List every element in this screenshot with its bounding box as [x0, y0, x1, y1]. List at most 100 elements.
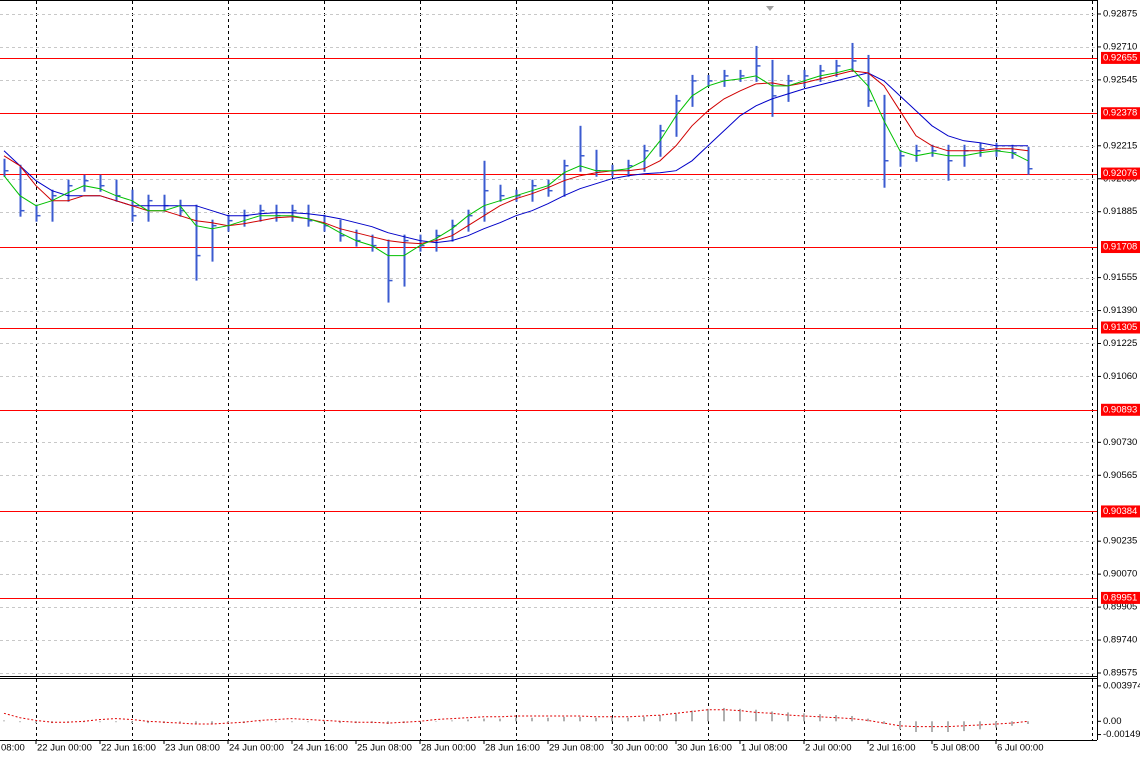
y-tick-label: 0.90565 — [1103, 470, 1137, 481]
histogram-bar — [115, 721, 117, 723]
level-label-bg — [1101, 591, 1140, 604]
x-tick-label: 1 Jul 08:00 — [741, 743, 787, 754]
level-label: 0.89951 — [1103, 592, 1137, 603]
y-tick-label: 0.90070 — [1103, 569, 1137, 580]
histogram-bar — [275, 721, 277, 723]
histogram-bar — [691, 710, 693, 722]
y-tick-label: 0.003974 — [1103, 680, 1140, 691]
y-tick-label: 0.92710 — [1103, 41, 1137, 52]
histogram-bar — [3, 720, 5, 722]
y-tick-label: 0.91390 — [1103, 305, 1137, 316]
level-label: 0.91305 — [1103, 322, 1137, 333]
histogram-bar — [995, 721, 997, 728]
line-series — [3, 70, 1029, 245]
histogram-bar — [835, 715, 837, 722]
line-series — [3, 709, 1029, 728]
level-label: 0.92655 — [1103, 52, 1137, 63]
level-label-bg — [1101, 403, 1140, 416]
histogram-bar — [595, 717, 597, 722]
histogram-bar — [259, 721, 261, 723]
histogram-bar — [771, 711, 773, 722]
histogram-bar — [323, 721, 325, 723]
level-label: 0.91708 — [1103, 242, 1137, 253]
y-tick-label: 0.91225 — [1103, 338, 1137, 349]
histogram-bar — [307, 721, 309, 723]
histogram-bar — [195, 721, 197, 724]
y-tick-label: -0.00149 — [1103, 729, 1140, 740]
histogram-bar — [19, 721, 21, 723]
level-label-bg — [1101, 241, 1140, 254]
y-tick-label: 0.89905 — [1103, 602, 1137, 613]
histogram-bar — [867, 718, 869, 722]
histogram-bar — [483, 718, 485, 722]
x-tick-label: 5 Jul 08:00 — [933, 743, 979, 754]
x-tick-label: 30 Jun 00:00 — [613, 743, 668, 754]
level-label-bg — [1101, 321, 1140, 334]
histogram-bar — [611, 717, 613, 722]
level-label-bg — [1101, 107, 1140, 120]
y-tick-label: 0.89740 — [1103, 635, 1137, 646]
x-tick-label: 6 Jul 00:00 — [997, 743, 1043, 754]
histogram-bar — [227, 721, 229, 724]
y-tick-label: 0.00 — [1103, 716, 1122, 727]
y-tick-label: 0.90730 — [1103, 437, 1137, 448]
histogram-bar — [883, 721, 885, 724]
histogram-bar — [547, 717, 549, 722]
level-label: 0.92378 — [1103, 108, 1137, 119]
histogram-bar — [739, 708, 741, 722]
y-tick-label: 0.91555 — [1103, 272, 1137, 283]
x-tick-label: 22 Jun 00:00 — [37, 743, 92, 754]
x-tick-label: 2 Jul 16:00 — [869, 743, 915, 754]
histogram-bar — [803, 713, 805, 722]
histogram-bar — [339, 721, 341, 724]
histogram-bar — [131, 721, 133, 724]
level-label-bg — [1101, 167, 1140, 180]
x-tick-label: 22 Jun 16:00 — [101, 743, 156, 754]
histogram-bar — [147, 721, 149, 724]
histogram-bar — [755, 709, 757, 722]
y-tick-label: 0.90235 — [1103, 536, 1137, 547]
histogram-bar — [851, 715, 853, 722]
histogram-bar — [435, 721, 437, 722]
x-tick-label: 08:00 — [1, 743, 25, 754]
level-label-bg — [1101, 51, 1140, 64]
x-tick-label: 28 Jun 00:00 — [421, 743, 476, 754]
shift-marker — [766, 6, 774, 11]
histogram-bar — [723, 707, 725, 722]
x-tick-label: 29 Jun 08:00 — [549, 743, 604, 754]
histogram-bar — [931, 721, 933, 732]
level-label: 0.92076 — [1103, 168, 1137, 179]
histogram-bar — [915, 721, 917, 732]
histogram-bar — [979, 721, 981, 730]
histogram-bar — [515, 717, 517, 722]
line-series — [3, 72, 1028, 244]
histogram-bar — [99, 721, 101, 723]
histogram-bar — [1011, 721, 1013, 726]
histogram-bar — [179, 721, 181, 724]
y-tick-label: 0.91885 — [1103, 206, 1137, 217]
histogram-bar — [211, 721, 213, 724]
x-tick-label: 23 Jun 08:00 — [165, 743, 220, 754]
x-tick-label: 25 Jun 08:00 — [357, 743, 412, 754]
histogram-bar — [627, 717, 629, 722]
histogram-bar — [451, 720, 453, 722]
histogram-bar — [963, 721, 965, 732]
histogram-bar — [643, 716, 645, 722]
histogram-bar — [35, 721, 37, 724]
x-tick-label: 28 Jun 16:00 — [485, 743, 540, 754]
y-tick-label: 0.92875 — [1103, 8, 1137, 19]
y-tick-label: 0.92215 — [1103, 140, 1137, 151]
histogram-bar — [899, 721, 901, 730]
y-tick-label: 0.91060 — [1103, 371, 1137, 382]
x-tick-label: 24 Jun 16:00 — [293, 743, 348, 754]
histogram-bar — [947, 721, 949, 732]
level-label: 0.90893 — [1103, 404, 1137, 415]
histogram-bar — [1027, 721, 1029, 724]
histogram-bar — [707, 708, 709, 722]
x-tick-label: 24 Jun 00:00 — [229, 743, 284, 754]
histogram-bar — [531, 717, 533, 722]
histogram-bar — [579, 716, 581, 722]
histogram-bar — [291, 721, 293, 723]
